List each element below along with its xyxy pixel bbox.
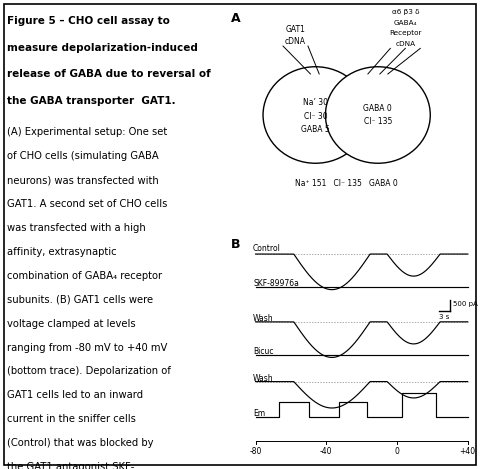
Text: 500 pA: 500 pA (453, 301, 478, 307)
Text: subunits. (B) GAT1 cells were: subunits. (B) GAT1 cells were (7, 295, 153, 305)
Text: 0: 0 (395, 447, 399, 456)
Text: α6 β3 δ: α6 β3 δ (392, 8, 419, 15)
Text: was transfected with a high: was transfected with a high (7, 223, 146, 233)
Circle shape (325, 67, 430, 163)
Text: the GAT1 antagonist SKF-: the GAT1 antagonist SKF- (7, 462, 134, 469)
Text: voltage clamped at levels: voltage clamped at levels (7, 318, 136, 329)
Text: Wash: Wash (253, 373, 274, 383)
Text: Cl⁻ 30: Cl⁻ 30 (304, 112, 327, 121)
Text: GABA 0: GABA 0 (363, 104, 392, 113)
Circle shape (263, 67, 368, 163)
Text: ranging from -80 mV to +40 mV: ranging from -80 mV to +40 mV (7, 342, 168, 353)
Text: Receptor: Receptor (389, 30, 421, 37)
Text: affinity, extrasynaptic: affinity, extrasynaptic (7, 247, 117, 257)
Text: (bottom trace). Depolarization of: (bottom trace). Depolarization of (7, 366, 171, 377)
Text: Wash: Wash (253, 314, 274, 323)
Text: Figure 5 – CHO cell assay to: Figure 5 – CHO cell assay to (7, 16, 170, 26)
Text: Cl⁻ 135: Cl⁻ 135 (364, 117, 392, 126)
Text: combination of GABA₄ receptor: combination of GABA₄ receptor (7, 271, 162, 281)
Text: neurons) was transfected with: neurons) was transfected with (7, 175, 159, 185)
Text: Na⁺ 151   Cl⁻ 135   GABA 0: Na⁺ 151 Cl⁻ 135 GABA 0 (295, 180, 398, 189)
Text: -80: -80 (250, 447, 262, 456)
Text: (Control) that was blocked by: (Control) that was blocked by (7, 438, 154, 448)
Text: cDNA: cDNA (395, 41, 415, 47)
Text: -40: -40 (320, 447, 333, 456)
Text: current in the sniffer cells: current in the sniffer cells (7, 414, 136, 424)
Text: Em: Em (253, 409, 265, 418)
Text: GABA₄: GABA₄ (394, 20, 417, 26)
Text: A: A (230, 12, 240, 24)
Text: the GABA transporter  GAT1.: the GABA transporter GAT1. (7, 96, 176, 106)
Text: measure depolarization-induced: measure depolarization-induced (7, 43, 198, 53)
Text: +40: +40 (460, 447, 476, 456)
Text: (A) Experimental setup: One set: (A) Experimental setup: One set (7, 128, 168, 137)
Text: Na’ 30: Na’ 30 (303, 98, 328, 107)
Text: GAT1 cells led to an inward: GAT1 cells led to an inward (7, 390, 144, 401)
Text: of CHO cells (simulating GABA: of CHO cells (simulating GABA (7, 151, 159, 161)
Text: B: B (230, 238, 240, 251)
Text: cDNA: cDNA (285, 37, 306, 46)
Text: SKF-89976a: SKF-89976a (253, 280, 299, 288)
Text: Bicuc: Bicuc (253, 347, 274, 356)
Text: GAT1: GAT1 (286, 25, 305, 34)
Text: release of GABA due to reversal of: release of GABA due to reversal of (7, 69, 211, 80)
Text: 3 s: 3 s (439, 314, 450, 320)
Text: Control: Control (253, 244, 281, 253)
Text: GABA 5: GABA 5 (301, 125, 330, 135)
FancyBboxPatch shape (4, 4, 476, 465)
Text: GAT1. A second set of CHO cells: GAT1. A second set of CHO cells (7, 199, 168, 209)
